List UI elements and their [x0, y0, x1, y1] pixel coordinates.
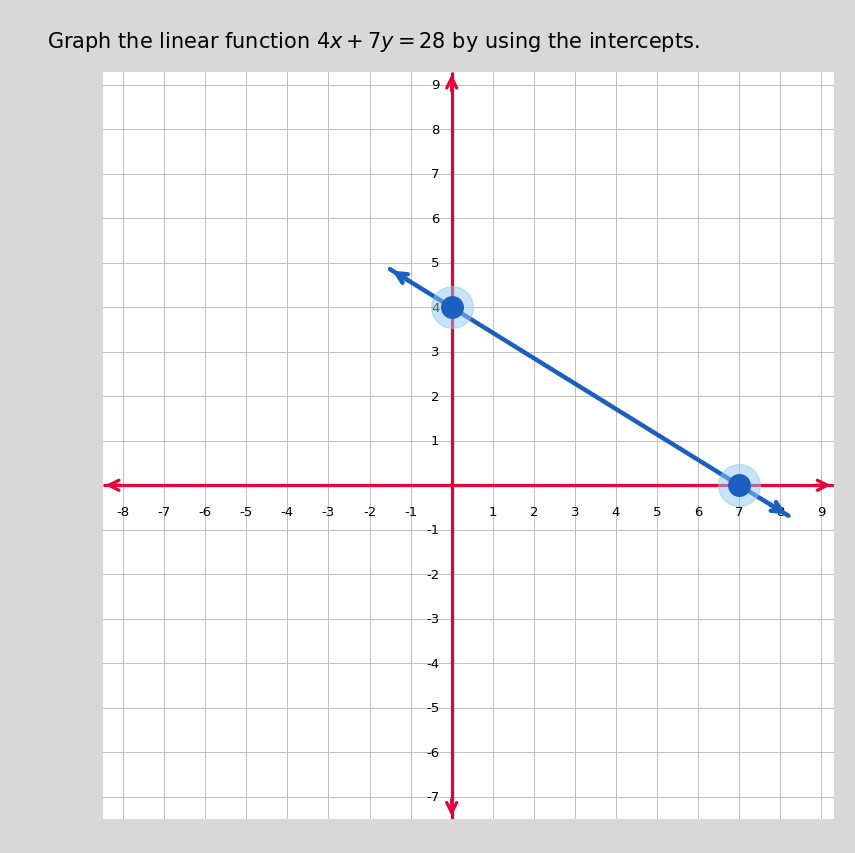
Text: 1: 1	[488, 506, 497, 519]
Text: 1: 1	[431, 435, 439, 448]
Point	[445, 301, 458, 315]
Text: -4: -4	[280, 506, 294, 519]
Text: -1: -1	[404, 506, 417, 519]
Point	[733, 479, 746, 492]
Text: -3: -3	[426, 612, 439, 625]
Text: -3: -3	[321, 506, 335, 519]
Text: 6: 6	[694, 506, 702, 519]
Text: 3: 3	[431, 346, 439, 359]
Text: -8: -8	[116, 506, 130, 519]
Text: 7: 7	[431, 168, 439, 181]
Text: 3: 3	[570, 506, 579, 519]
Text: -1: -1	[426, 524, 439, 537]
Text: -7: -7	[426, 790, 439, 804]
Text: -2: -2	[426, 568, 439, 581]
Text: 5: 5	[652, 506, 661, 519]
Text: 2: 2	[529, 506, 538, 519]
Text: 8: 8	[776, 506, 784, 519]
Text: -2: -2	[363, 506, 376, 519]
Text: -6: -6	[198, 506, 212, 519]
Point	[445, 301, 458, 315]
Text: 9: 9	[817, 506, 825, 519]
Text: 9: 9	[431, 79, 439, 92]
Text: -4: -4	[427, 657, 439, 670]
Text: -5: -5	[239, 506, 253, 519]
Text: 8: 8	[431, 124, 439, 136]
Text: 4: 4	[612, 506, 620, 519]
Point	[733, 479, 746, 492]
Text: -7: -7	[157, 506, 171, 519]
Text: 4: 4	[431, 301, 439, 315]
Text: -5: -5	[426, 701, 439, 714]
Text: 7: 7	[735, 506, 743, 519]
Text: 6: 6	[431, 212, 439, 225]
Text: -6: -6	[427, 746, 439, 758]
Text: 2: 2	[431, 391, 439, 403]
Text: Graph the linear function $4x + 7y = 28$ by using the intercepts.: Graph the linear function $4x + 7y = 28$…	[47, 30, 699, 54]
Text: 5: 5	[431, 257, 439, 270]
